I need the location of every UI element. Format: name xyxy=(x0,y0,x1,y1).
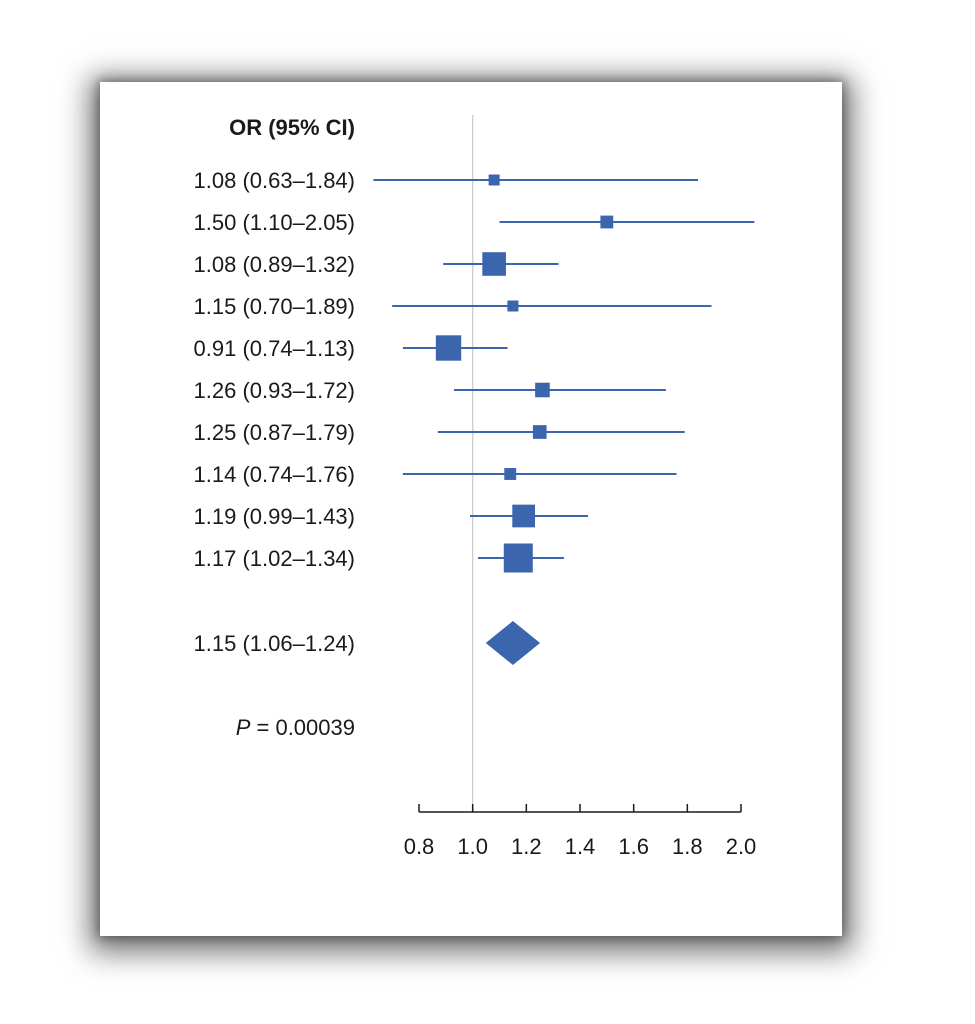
point-estimate xyxy=(507,300,519,312)
summary-group: 1.15 (1.06–1.24) xyxy=(194,621,541,665)
study-label: 1.25 (0.87–1.79) xyxy=(194,420,355,445)
study-label: 1.14 (0.74–1.76) xyxy=(194,462,355,487)
point-estimate xyxy=(488,174,500,186)
point-estimate xyxy=(535,382,550,398)
p-value: P = 0.00039 xyxy=(236,715,355,740)
study-row: 1.26 (0.93–1.72) xyxy=(194,378,666,403)
point-estimate xyxy=(503,543,533,573)
study-row: 1.17 (1.02–1.34) xyxy=(194,543,564,573)
x-tick-label: 1.2 xyxy=(511,834,542,859)
study-label: 1.15 (0.70–1.89) xyxy=(194,294,355,319)
point-estimate xyxy=(482,252,506,276)
x-tick-label: 2.0 xyxy=(726,834,757,859)
x-tick-label: 0.8 xyxy=(404,834,435,859)
study-label: 0.91 (0.74–1.13) xyxy=(194,336,355,361)
study-row: 1.15 (0.70–1.89) xyxy=(194,294,712,319)
p-value-text: = 0.00039 xyxy=(250,715,355,740)
header-label: OR (95% CI) xyxy=(229,115,355,140)
study-row: 1.08 (0.89–1.32) xyxy=(194,252,559,277)
figure-card xyxy=(100,82,842,936)
p-value-prefix: P xyxy=(236,715,251,740)
x-tick-label: 1.6 xyxy=(618,834,649,859)
point-estimate xyxy=(532,425,547,439)
study-row: 1.19 (0.99–1.43) xyxy=(194,504,589,529)
study-label: 1.19 (0.99–1.43) xyxy=(194,504,355,529)
study-label: 1.17 (1.02–1.34) xyxy=(194,546,355,571)
study-row: 1.50 (1.10–2.05) xyxy=(194,210,755,235)
point-estimate xyxy=(512,504,535,528)
study-label: 1.08 (0.63–1.84) xyxy=(194,168,355,193)
x-tick-label: 1.4 xyxy=(565,834,596,859)
study-label: 1.50 (1.10–2.05) xyxy=(194,210,355,235)
x-tick-label: 1.8 xyxy=(672,834,703,859)
summary-label: 1.15 (1.06–1.24) xyxy=(194,631,355,656)
point-estimate xyxy=(435,335,462,361)
study-row: 1.14 (0.74–1.76) xyxy=(194,462,677,487)
point-estimate xyxy=(504,468,517,480)
study-row: 1.25 (0.87–1.79) xyxy=(194,420,685,445)
study-label: 1.08 (0.89–1.32) xyxy=(194,252,355,277)
study-rows: 1.08 (0.63–1.84) 1.50 (1.10–2.05) 1.08 (0.… xyxy=(194,168,755,573)
study-row: 1.08 (0.63–1.84) xyxy=(194,168,699,193)
study-row: 0.91 (0.74–1.13) xyxy=(194,335,508,361)
x-tick-label: 1.0 xyxy=(457,834,488,859)
study-label: 1.26 (0.93–1.72) xyxy=(194,378,355,403)
point-estimate xyxy=(600,215,614,229)
summary-diamond xyxy=(485,621,541,665)
x-axis: 0.8 1.0 1.2 1.4 1.6 1.8 2.0 xyxy=(404,804,757,859)
